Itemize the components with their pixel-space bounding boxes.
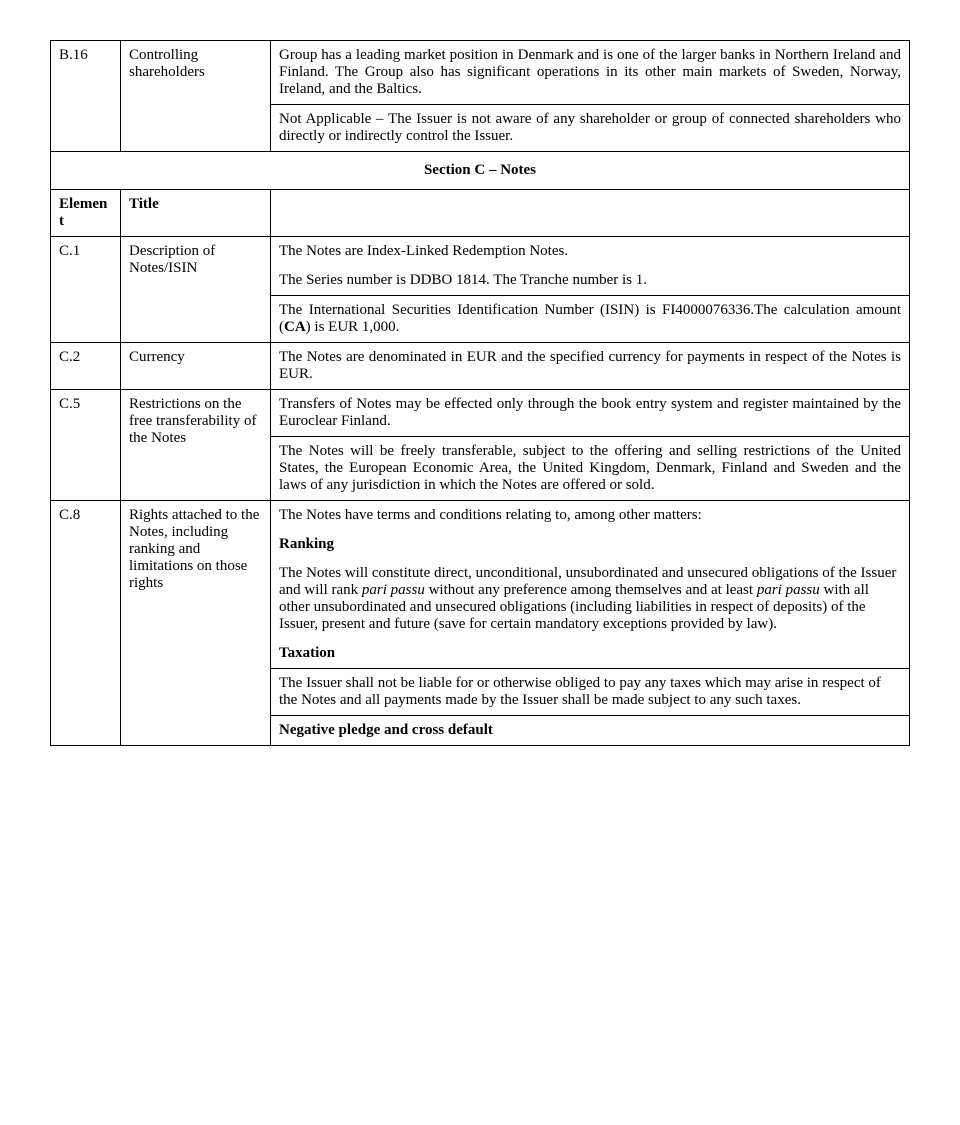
element-cell: C.1 bbox=[51, 237, 121, 343]
content-cell: The Notes are Index-Linked Redemption No… bbox=[271, 237, 910, 296]
table-row: C.2 Currency The Notes are denominated i… bbox=[51, 343, 910, 390]
title-cell: Currency bbox=[121, 343, 271, 390]
element-cell: C.8 bbox=[51, 501, 121, 746]
element-cell: C.5 bbox=[51, 390, 121, 501]
section-header: Section C – Notes bbox=[51, 152, 910, 190]
title-cell: Rights attached to the Notes, including … bbox=[121, 501, 271, 746]
table-row: B.16 Controlling shareholders Group has … bbox=[51, 41, 910, 105]
section-header-row: Section C – Notes bbox=[51, 152, 910, 190]
paragraph: The Notes will be freely transferable, s… bbox=[279, 443, 901, 494]
header-element: Element bbox=[51, 190, 121, 237]
paragraph: The Notes are denominated in EUR and the… bbox=[279, 349, 901, 383]
table-row: C.8 Rights attached to the Notes, includ… bbox=[51, 501, 910, 669]
subheading: Negative pledge and cross default bbox=[279, 722, 901, 739]
content-cell: The Notes have terms and conditions rela… bbox=[271, 501, 910, 669]
content-cell: The Notes are denominated in EUR and the… bbox=[271, 343, 910, 390]
subheading: Ranking bbox=[279, 536, 901, 553]
paragraph: The Notes are Index-Linked Redemption No… bbox=[279, 243, 901, 260]
content-cell: Not Applicable – The Issuer is not aware… bbox=[271, 105, 910, 152]
content-cell: The Notes will be freely transferable, s… bbox=[271, 437, 910, 501]
paragraph: The Notes have terms and conditions rela… bbox=[279, 507, 901, 524]
paragraph: The International Securities Identificat… bbox=[279, 302, 901, 336]
paragraph: The Series number is DDBO 1814. The Tran… bbox=[279, 272, 901, 289]
content-cell: The Issuer shall not be liable for or ot… bbox=[271, 669, 910, 716]
summary-table: B.16 Controlling shareholders Group has … bbox=[50, 40, 910, 746]
element-cell: C.2 bbox=[51, 343, 121, 390]
paragraph: Transfers of Notes may be effected only … bbox=[279, 396, 901, 430]
content-cell: The International Securities Identificat… bbox=[271, 296, 910, 343]
title-cell: Restrictions on the free transferability… bbox=[121, 390, 271, 501]
title-cell: Description of Notes/ISIN bbox=[121, 237, 271, 343]
paragraph: Group has a leading market position in D… bbox=[279, 47, 901, 98]
table-row: C.1 Description of Notes/ISIN The Notes … bbox=[51, 237, 910, 296]
paragraph: The Issuer shall not be liable for or ot… bbox=[279, 675, 901, 709]
header-empty bbox=[271, 190, 910, 237]
paragraph: Not Applicable – The Issuer is not aware… bbox=[279, 111, 901, 145]
table-row: C.5 Restrictions on the free transferabi… bbox=[51, 390, 910, 437]
element-cell: B.16 bbox=[51, 41, 121, 152]
paragraph: The Notes will constitute direct, uncond… bbox=[279, 565, 901, 633]
header-title: Title bbox=[121, 190, 271, 237]
subheading: Taxation bbox=[279, 645, 901, 662]
title-cell: Controlling shareholders bbox=[121, 41, 271, 152]
content-cell: Transfers of Notes may be effected only … bbox=[271, 390, 910, 437]
content-cell: Negative pledge and cross default bbox=[271, 716, 910, 746]
content-cell: Group has a leading market position in D… bbox=[271, 41, 910, 105]
header-row: Element Title bbox=[51, 190, 910, 237]
